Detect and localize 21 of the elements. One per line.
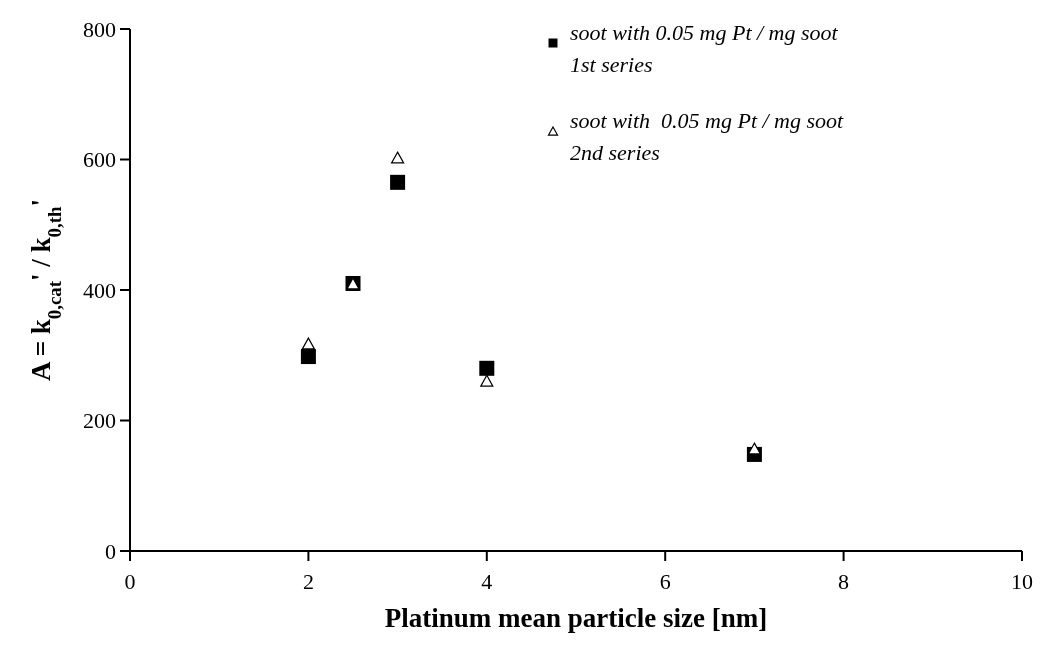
point [479, 360, 495, 376]
point [747, 442, 761, 455]
x-tick-label: 8 [838, 569, 850, 594]
x-tick-label: 6 [659, 569, 671, 594]
y-tick-label: 800 [83, 16, 116, 42]
point [390, 174, 406, 190]
x-tick-label: 4 [481, 569, 493, 594]
y-tick-label: 0 [105, 538, 116, 564]
x-axis-title: Platinum mean particle size [nm] [384, 603, 768, 633]
y-tick-label: 400 [83, 277, 116, 303]
y-tick-label: 200 [83, 408, 116, 434]
point [301, 337, 315, 350]
y-tick-label: 600 [83, 147, 116, 173]
x-tick-label: 0 [124, 569, 136, 594]
point [300, 349, 316, 365]
x-tick-label: 2 [302, 569, 314, 594]
point [391, 151, 405, 164]
x-tick-label: 10 [1011, 569, 1033, 594]
point [480, 374, 494, 387]
legend-label: soot with 0.05 mg Pt / mg soot 1st series [570, 20, 839, 77]
legend-label: soot with 0.05 mg Pt / mg soot 2nd series [570, 108, 845, 165]
